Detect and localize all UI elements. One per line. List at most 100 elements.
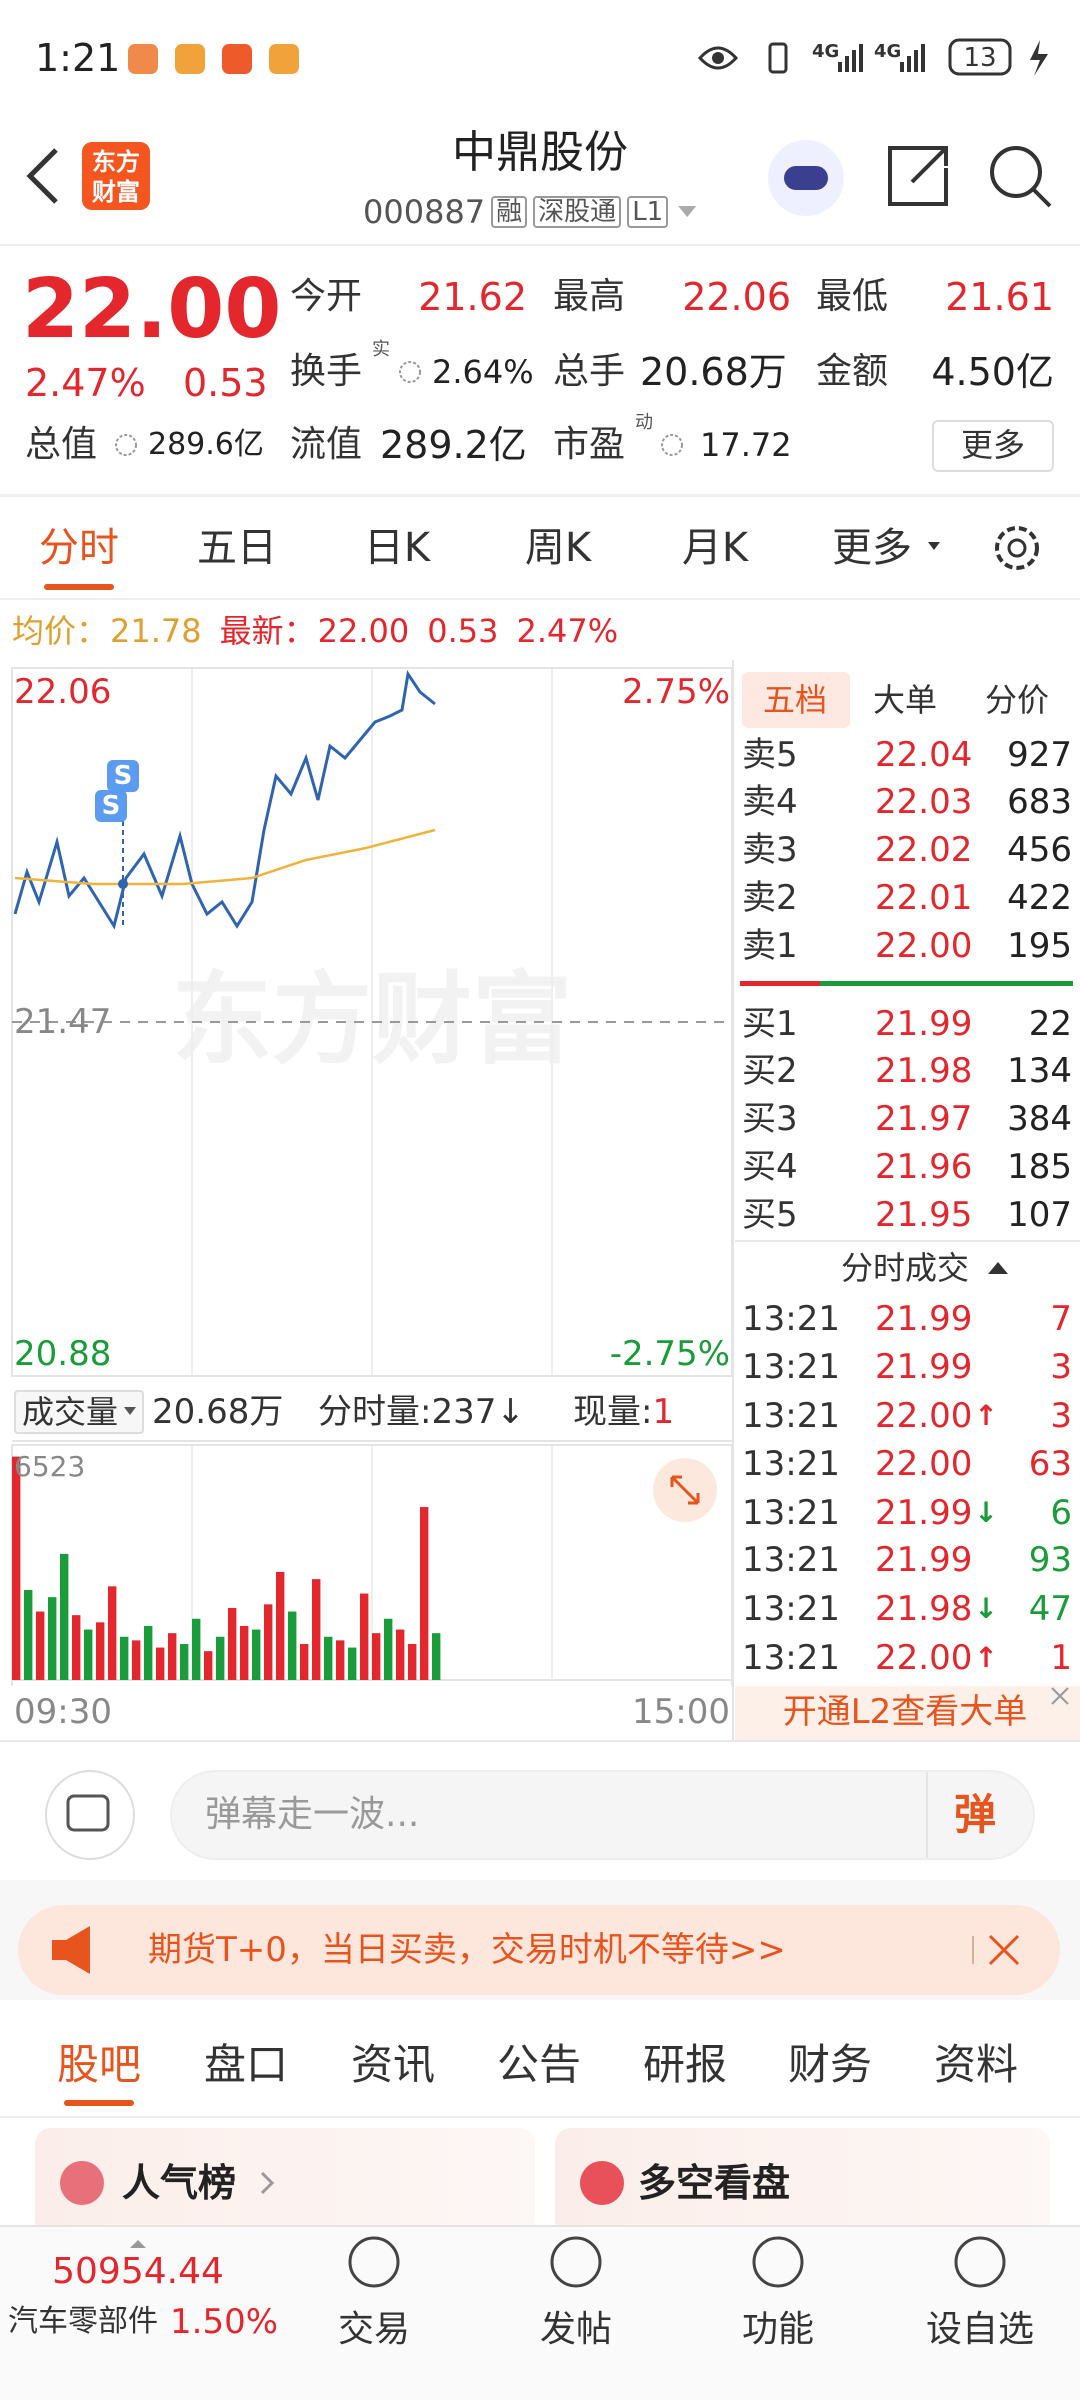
tag-box [533,196,622,228]
more-button[interactable] [932,420,1054,472]
section-tab[interactable]: 股吧 [56,2040,142,2089]
section-tab[interactable]: 财务 [787,2040,873,2089]
trade-price: 21.99 [875,1299,973,1339]
volume-bar [36,1611,45,1680]
volume-bar [300,1643,309,1680]
tag-box [491,196,528,228]
l2-banner-text[interactable]: 开通L2查看大单 [782,1692,1028,1732]
nav-item[interactable]: 交易 [337,2309,411,2350]
x-tick-label: 09:30 [14,1692,112,1732]
trade-marker-label: S [101,791,121,821]
nav-item[interactable]: 发帖 [539,2309,613,2350]
volume-bar [192,1618,201,1680]
trade-time: 13:21 [742,1444,840,1484]
hot-list-card[interactable] [35,2128,535,2238]
chart-tab[interactable]: 日K [363,525,431,571]
signal-bar [921,44,925,72]
book-volume: 134 [1007,1051,1072,1091]
trade-time: 13:21 [742,1347,840,1387]
signal-bar [900,62,904,72]
notification-icon [175,44,205,74]
eye-icon [697,46,739,70]
notification-icon [222,44,252,74]
section-tab[interactable]: 盘口 [203,2040,289,2089]
card-icon [60,2161,104,2205]
info-icon [661,434,683,456]
sentiment-card[interactable] [555,2128,1050,2238]
index-value: 50954.44 [52,2251,224,2292]
section-tab[interactable]: 研报 [642,2040,728,2089]
chart-tab[interactable]: 更多 [832,525,912,571]
book-volume: 927 [1007,735,1072,775]
section-tab[interactable]: 资讯 [350,2040,436,2089]
divider [12,1440,732,1442]
volume-bar [252,1629,261,1680]
book-volume: 422 [1007,878,1072,918]
chart-tab[interactable]: 周K [524,525,592,571]
book-level: 买2 [742,1051,798,1091]
book-volume: 107 [1007,1195,1072,1235]
assistant-face [784,166,828,190]
book-price: 21.96 [875,1147,973,1187]
book-volume: 384 [1007,1099,1072,1139]
book-tab[interactable]: 大单 [872,681,938,719]
volume-bar [420,1507,429,1680]
y-tick-label: 22.06 [14,672,112,712]
volume-total: 20.68万 [152,1392,284,1432]
card-title[interactable]: 人气榜 [122,2161,237,2205]
more-button-label[interactable]: 更多 [960,426,1026,464]
settings-core [1007,538,1027,558]
comment-placeholder[interactable]: 弹幕走一波... [205,1794,420,1835]
ad-text[interactable]: 期货T+0，当日买卖，交易时机不等待>> [148,1930,786,1970]
chart-tab[interactable]: 月K [681,525,749,571]
status-time: 1:21 [35,36,121,80]
volume-bar [228,1607,237,1680]
volume-bar [120,1636,129,1680]
volume-bar [432,1633,441,1680]
chart-tab[interactable]: 五日 [197,525,277,571]
volume-label[interactable]: 成交量 [22,1393,119,1431]
book-level: 卖2 [742,878,798,918]
trade-time: 13:21 [742,1299,840,1339]
signal-bar [852,50,856,72]
volume-bar [168,1633,177,1680]
stat-value: 21.62 [418,275,527,319]
card-title[interactable]: 多空看盘 [638,2161,791,2205]
bid-ratio-bar [820,981,1073,986]
nav-icon [550,2236,602,2288]
trade-time: 13:21 [742,1589,840,1629]
trade-time: 13:21 [742,1396,840,1436]
book-tab[interactable]: 五档 [762,681,828,719]
trade-price: 22.00 [875,1444,973,1484]
last-price: 22.00 [22,262,282,357]
network-type: 4G [874,41,902,62]
trade-time: 13:21 [742,1540,840,1580]
l2-banner[interactable] [735,1686,1080,1740]
send-button[interactable]: 弹 [953,1790,997,1839]
volume-bar [396,1629,405,1680]
chart-tab[interactable]: 分时 [39,525,119,571]
volume-bar [276,1571,285,1680]
stock-tag: 融 [496,197,523,227]
section-tab[interactable]: 资料 [933,2040,1019,2089]
book-level: 买4 [742,1147,798,1187]
battery-outline [948,38,1012,76]
info-avg: 21.78 [110,612,202,650]
trade-volume: 3 [1050,1347,1072,1387]
book-volume: 185 [1007,1147,1072,1187]
section-tab[interactable]: 公告 [496,2040,582,2089]
divider [735,1240,1080,1242]
comment-input[interactable] [170,1770,1035,1860]
sort-arrow [988,1262,1008,1274]
volume-bar [60,1553,69,1680]
index-up-arrow [130,2240,146,2248]
nav-item[interactable]: 功能 [741,2309,815,2350]
ad-banner[interactable] [18,1905,1060,1995]
trade-price: 21.99 [875,1540,973,1580]
volume-selector[interactable] [14,1390,144,1434]
nav-item[interactable]: 设自选 [925,2309,1035,2350]
stat-superscript: 动 [635,412,653,433]
book-tab[interactable]: 分价 [984,681,1050,719]
trades-title: 分时成交 [840,1249,970,1287]
